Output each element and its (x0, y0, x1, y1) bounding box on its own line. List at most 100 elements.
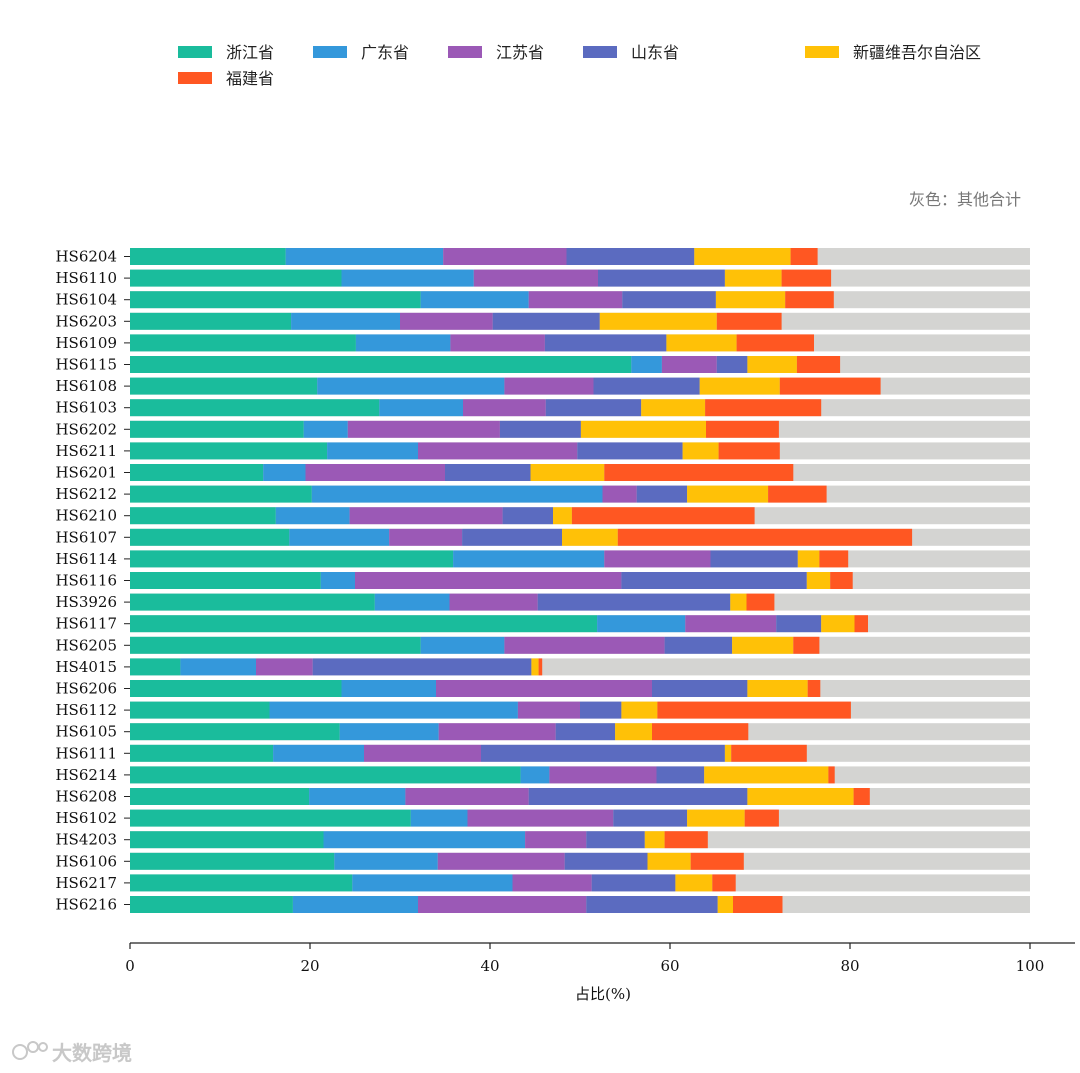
y-tick-label: HS6203 (55, 312, 117, 330)
bar-segment (327, 442, 418, 460)
bar-segment (564, 852, 648, 870)
y-tick-label: HS6216 (55, 896, 117, 914)
bar-segment (821, 615, 855, 633)
bar-segment (733, 896, 783, 913)
x-tick-label: 80 (840, 957, 859, 975)
bar-segment (520, 766, 550, 784)
bars-group (130, 248, 1030, 913)
y-tick-label: HS6201 (55, 464, 117, 482)
x-tick-label: 40 (480, 957, 499, 975)
bar-segment (599, 312, 717, 330)
bar-segment (285, 248, 444, 265)
y-tick-label: HS4015 (55, 658, 117, 676)
bar-segment (130, 831, 324, 849)
y-tick-label: HS3926 (55, 593, 117, 611)
bar-segment (438, 723, 556, 741)
bar-segment (704, 766, 829, 784)
bar-segment (130, 593, 375, 611)
legend-label: 浙江省 (226, 43, 274, 62)
bar-segment (374, 593, 450, 611)
bar-segment (130, 874, 353, 892)
bar-segment (130, 658, 181, 676)
legend-label: 新疆维吾尔自治区 (853, 43, 981, 62)
legend-swatch (313, 46, 347, 58)
x-tick-label: 0 (125, 957, 135, 975)
bar-segment (597, 615, 686, 633)
bar-segment (604, 550, 711, 568)
bar-segment (736, 334, 814, 352)
bar-segment (130, 291, 421, 309)
bar-segment (320, 572, 355, 589)
legend-swatch (448, 46, 482, 58)
bar-segment (341, 680, 436, 697)
bar-segment (130, 507, 276, 525)
bar-segment (303, 420, 348, 438)
bar-segment (586, 896, 718, 913)
y-tick-label: HS6204 (55, 248, 117, 266)
bar-segment (453, 550, 605, 568)
y-axis: HS6204 HS6110 HS6104 HS6203 HS6109 HS6115 HS61… (55, 248, 130, 914)
bar-segment (622, 291, 716, 309)
bar-segment (598, 269, 725, 287)
bar-segment (785, 291, 834, 309)
bar-segment (334, 852, 438, 870)
bar-segment (718, 442, 780, 460)
bar-segment (604, 464, 794, 481)
y-tick-label: HS6103 (55, 399, 117, 417)
bar-segment (730, 593, 747, 611)
y-tick-label: HS6108 (55, 377, 117, 395)
bar-segment (504, 377, 594, 395)
bar-segment (467, 809, 614, 827)
bar-segment (717, 896, 733, 913)
x-tick-label: 20 (300, 957, 319, 975)
y-tick-label: HS6206 (55, 680, 117, 698)
bar-segment (130, 248, 286, 265)
bar-segment (793, 636, 820, 654)
bar-segment (405, 788, 529, 805)
legend-swatch (583, 46, 617, 58)
bar-segment (664, 636, 733, 654)
bar-segment (273, 744, 364, 762)
bar-segment (436, 680, 652, 697)
bar-segment (636, 485, 688, 503)
bar-segment (687, 485, 769, 503)
bar-segment (130, 269, 342, 287)
bar-segment (656, 766, 705, 784)
bar-segment (545, 399, 642, 417)
bar-segment (130, 723, 340, 741)
bar-segment (747, 680, 808, 697)
bar-segment (615, 723, 652, 741)
y-tick-label: HS6106 (55, 852, 117, 870)
x-axis: 0 20 40 60 80 100 (125, 942, 1075, 975)
bar-segment (462, 528, 562, 546)
other-total-note: 灰色：其他合计 (909, 190, 1021, 209)
y-tick-label: HS6211 (55, 442, 117, 460)
bar-segment (130, 572, 321, 589)
bar-segment (263, 464, 306, 481)
bar-segment (577, 442, 683, 460)
bar-segment (690, 852, 744, 870)
bar-segment (828, 766, 835, 784)
bar-segment (130, 744, 274, 762)
bar-segment (347, 420, 500, 438)
bar-segment (289, 528, 390, 546)
bar-segment (130, 809, 411, 827)
bar-segment (379, 399, 463, 417)
bar-segment (130, 312, 292, 330)
bar-segment (437, 852, 565, 870)
bar-segment (525, 831, 587, 849)
bar-segment (544, 334, 667, 352)
bar-segment (706, 420, 779, 438)
y-tick-label: HS6107 (55, 528, 117, 546)
bar-segment (305, 464, 445, 481)
bar-segment (571, 507, 755, 525)
bar-segment (449, 593, 538, 611)
bar-segment (819, 550, 849, 568)
bar-segment (130, 356, 632, 373)
bar-segment (537, 593, 731, 611)
bar-segment (644, 831, 665, 849)
bar-segment (341, 269, 474, 287)
bar-segment (130, 852, 335, 870)
bar-segment (797, 550, 820, 568)
